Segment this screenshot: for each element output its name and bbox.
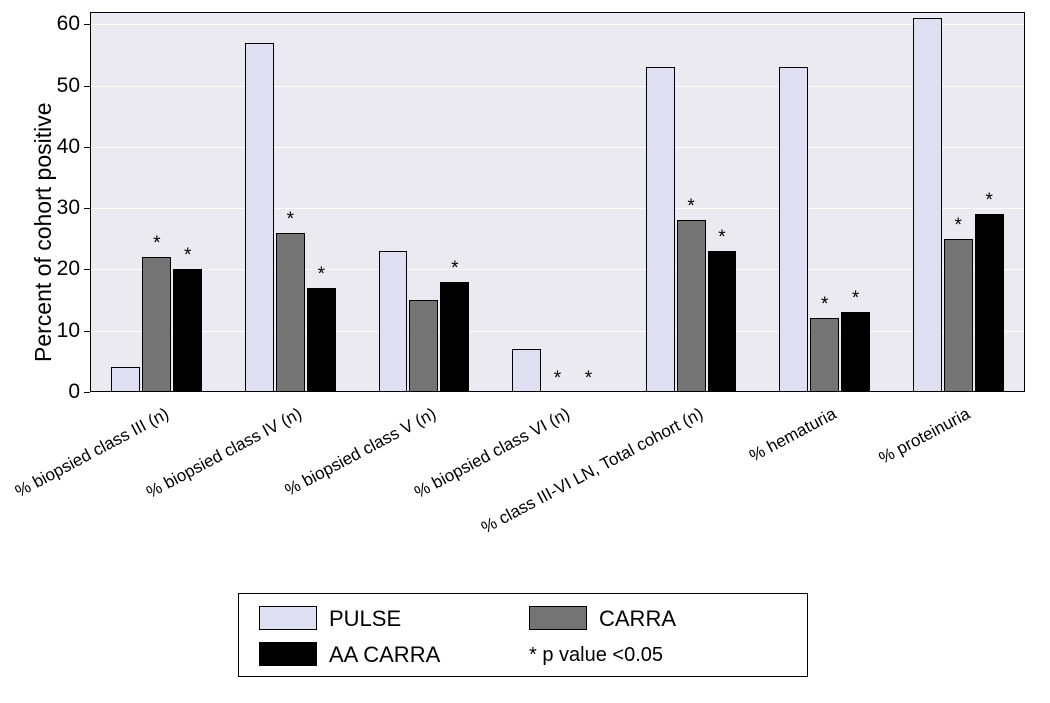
bars-layer: * * * * * * * * * * * * *	[90, 12, 1025, 392]
bar-aa_carra	[841, 312, 870, 392]
bar-pulse	[512, 349, 541, 392]
bar-pulse	[379, 251, 408, 392]
y-tick-label: 40	[48, 135, 80, 159]
legend-swatch	[259, 606, 317, 630]
significance-marker: *	[184, 245, 191, 267]
chart-figure: ************* Percent of cohort positive…	[0, 0, 1050, 703]
bar-aa_carra	[173, 269, 202, 392]
plot-area: * * * * * * * * * * * * *	[90, 12, 1025, 392]
bar-pulse	[913, 18, 942, 392]
significance-marker: *	[451, 258, 458, 280]
legend-label: CARRA	[599, 606, 676, 632]
bar-aa_carra	[708, 251, 737, 392]
y-tick	[84, 86, 90, 87]
y-tick	[84, 269, 90, 270]
bar-pulse	[646, 67, 675, 392]
y-tick-label: 10	[48, 319, 80, 343]
legend-label: PULSE	[329, 606, 401, 632]
y-tick	[84, 147, 90, 148]
significance-marker: *	[718, 227, 725, 249]
significance-marker: *	[821, 294, 828, 316]
y-tick	[84, 208, 90, 209]
y-tick-label: 60	[48, 12, 80, 36]
bar-pulse	[245, 43, 274, 392]
bar-aa_carra	[307, 288, 336, 392]
significance-marker: *	[955, 215, 962, 237]
significance-marker: *	[554, 368, 561, 390]
gridline	[90, 392, 1025, 393]
bar-aa_carra	[440, 282, 469, 392]
bar-aa_carra	[975, 214, 1004, 392]
significance-marker: *	[318, 264, 325, 286]
bar-carra	[677, 220, 706, 392]
legend-footnote: * p value <0.05	[529, 644, 663, 667]
significance-marker: *	[287, 209, 294, 231]
significance-marker: *	[687, 196, 694, 218]
x-tick-label: % class III-VI LN, Total cohort (n)	[478, 404, 707, 538]
legend-swatch	[529, 606, 587, 630]
y-tick-label: 20	[48, 257, 80, 281]
x-tick-label: % hematuria	[746, 404, 840, 466]
legend-label: AA CARRA	[329, 642, 440, 668]
significance-marker: *	[153, 233, 160, 255]
y-tick-label: 30	[48, 196, 80, 220]
bar-carra	[944, 239, 973, 392]
legend-swatch	[259, 642, 317, 666]
x-tick-label: % proteinuria	[876, 404, 974, 469]
bar-carra	[276, 233, 305, 392]
y-tick	[84, 392, 90, 393]
bar-pulse	[779, 67, 808, 392]
bar-carra	[409, 300, 438, 392]
y-tick-label: 0	[48, 380, 80, 404]
bar-carra	[810, 318, 839, 392]
y-tick-label: 50	[48, 74, 80, 98]
y-tick	[84, 331, 90, 332]
significance-marker: *	[585, 368, 592, 390]
bar-pulse	[111, 367, 140, 392]
significance-marker: *	[852, 288, 859, 310]
legend: PULSE CARRA AA CARRA * p value <0.05	[238, 593, 808, 677]
bar-carra	[142, 257, 171, 392]
y-tick	[84, 24, 90, 25]
significance-marker: *	[985, 190, 992, 212]
